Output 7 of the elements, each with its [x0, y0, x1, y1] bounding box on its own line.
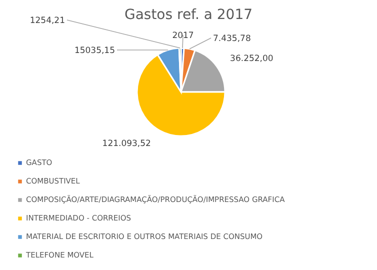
data-label: 7.435,78 [213, 34, 251, 44]
chart-title: Gastos ref. a 2017 [124, 7, 253, 23]
data-label: 2017 [172, 31, 194, 41]
data-label: 1254,21 [30, 16, 65, 26]
data-label: 121.093,52 [102, 138, 151, 149]
data-label: 36.252,00 [230, 54, 274, 64]
data-label: 15035,15 [74, 46, 115, 56]
